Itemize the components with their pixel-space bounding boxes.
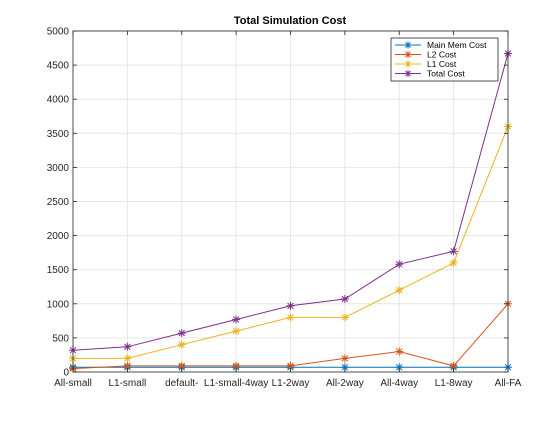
data-point-marker bbox=[404, 70, 412, 77]
y-tick-label: 5000 bbox=[47, 27, 70, 38]
legend-label: L2 Cost bbox=[427, 50, 457, 60]
data-point-marker bbox=[449, 247, 458, 256]
chart-title: Total Simulation Cost bbox=[234, 15, 347, 27]
x-tick-label: default- bbox=[165, 378, 198, 389]
x-tick-label: All-2way bbox=[326, 378, 364, 389]
data-point-marker bbox=[404, 51, 412, 58]
series-lines bbox=[69, 49, 512, 373]
axes-box bbox=[72, 30, 509, 373]
data-point-marker bbox=[340, 354, 349, 363]
data-point-marker bbox=[395, 347, 404, 356]
data-point-marker bbox=[340, 313, 349, 322]
data-point-marker bbox=[340, 295, 349, 304]
data-point-marker bbox=[395, 363, 404, 372]
x-tick-label: L1-small-4way bbox=[204, 378, 268, 389]
x-tick-label: All-small bbox=[54, 378, 92, 389]
data-point-marker bbox=[177, 361, 186, 370]
plot-axes: 0 500 1000 1500 2000 2500 3000 3500 4000 4500 5000… bbox=[47, 27, 522, 390]
data-point-marker bbox=[232, 327, 241, 336]
y-tick-label: 2500 bbox=[47, 197, 70, 208]
data-point-marker bbox=[395, 286, 404, 295]
y-tick-label: 4500 bbox=[47, 61, 70, 72]
data-point-marker bbox=[177, 329, 186, 338]
legend-label: Main Mem Cost bbox=[427, 40, 487, 50]
x-tick-label: All-FA bbox=[495, 378, 522, 389]
y-tick-label: 1000 bbox=[47, 299, 70, 310]
y-tick-label: 3000 bbox=[47, 163, 70, 174]
data-point-marker bbox=[404, 41, 412, 49]
y-tick-label: 1500 bbox=[47, 265, 70, 276]
data-point-marker bbox=[123, 342, 132, 351]
data-point-marker bbox=[404, 60, 412, 68]
legend-label: Total Cost bbox=[427, 69, 465, 79]
data-point-marker bbox=[232, 315, 241, 324]
data-point-marker bbox=[177, 340, 186, 349]
x-tick-label: L1-small bbox=[108, 378, 146, 389]
y-tick-label: 500 bbox=[52, 333, 69, 344]
x-tick-label: All-4way bbox=[380, 378, 418, 389]
x-tick-label: L1-8way bbox=[435, 378, 473, 389]
data-point-marker bbox=[449, 258, 458, 267]
y-tick-label: 4000 bbox=[47, 95, 70, 106]
data-point-marker bbox=[395, 260, 404, 269]
data-point-marker bbox=[286, 361, 295, 370]
x-tick-label: L1-2way bbox=[272, 378, 310, 389]
y-tick-label: 3500 bbox=[47, 129, 70, 140]
y-tick-label: 2000 bbox=[47, 231, 70, 242]
y-tick-label: 0 bbox=[63, 368, 69, 379]
data-point-marker bbox=[286, 313, 295, 322]
data-point-marker bbox=[286, 301, 295, 310]
data-point-marker bbox=[123, 354, 132, 363]
legend-label: L1 Cost bbox=[427, 59, 457, 69]
